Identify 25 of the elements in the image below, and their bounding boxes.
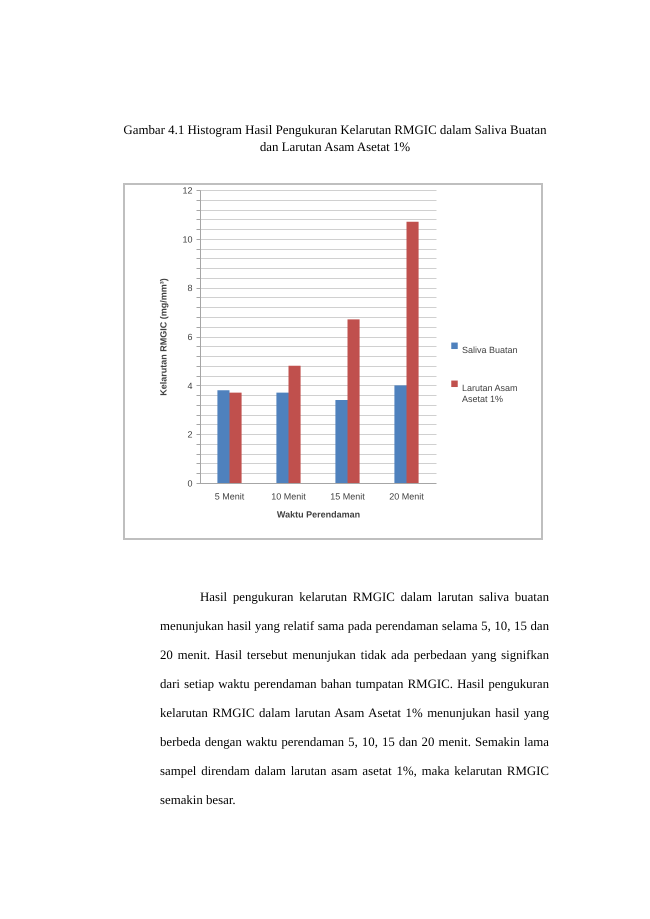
y-tick-label: 2 bbox=[187, 430, 192, 440]
x-tick-label: 5 Menit bbox=[214, 492, 245, 502]
bar bbox=[335, 400, 348, 483]
text: Hasil pengukuran kelarutan RMGIC dalam larutan saliva buatan menunjukan hasil yang relatif sama pada perendaman selama 5, 10, 15 dan 20 menit. Hasil tersebut menunjukan tidak ada perbedaan yang signifkan dari setiap waktu perendaman bahan tumpatan RMGIC. Hasil pengukuran kelarutan RMGIC dalam larutan Asam Asetat 1% menunjukan hasil yang berbeda dengan waktu perendaman 5, 10, 15 dan 20 menit. Semakin lama sampel direndam dalam larutan asam asetat 1%, maka kelarutan RMGIC semakin besar. bbox=[160, 589, 549, 809]
y-tick-label: 12 bbox=[182, 186, 192, 196]
y-tick-label: 6 bbox=[187, 332, 192, 342]
bar bbox=[230, 392, 242, 483]
bar bbox=[288, 366, 301, 483]
x-axis-title: Waktu Perendaman bbox=[276, 510, 360, 520]
x-tick-label: 20 Menit bbox=[389, 492, 424, 502]
chart-title: Gambar 4.1 Histogram Hasil Pengukuran Kelarutan RMGIC dalam Saliva Buatan dan Larutan Asam Asetat 1% bbox=[122, 122, 548, 156]
bar bbox=[348, 319, 360, 483]
legend-label: Larutan Asam Asetat 1% bbox=[462, 382, 518, 404]
bar bbox=[276, 392, 288, 483]
legend-label: Saliva Buatan bbox=[462, 344, 518, 355]
y-axis-title: Kelarutan RMGIC (mg/mm³) bbox=[158, 278, 168, 396]
bar bbox=[217, 390, 230, 483]
y-tick-label: 0 bbox=[187, 478, 192, 488]
bar bbox=[394, 385, 406, 483]
bar bbox=[406, 222, 419, 483]
x-tick-label: 10 Menit bbox=[271, 492, 306, 502]
y-tick-label: 8 bbox=[187, 283, 192, 294]
y-tick-label: 4 bbox=[187, 380, 192, 391]
y-tick-label: 10 bbox=[182, 234, 192, 244]
x-tick-label: 15 Menit bbox=[330, 492, 366, 502]
